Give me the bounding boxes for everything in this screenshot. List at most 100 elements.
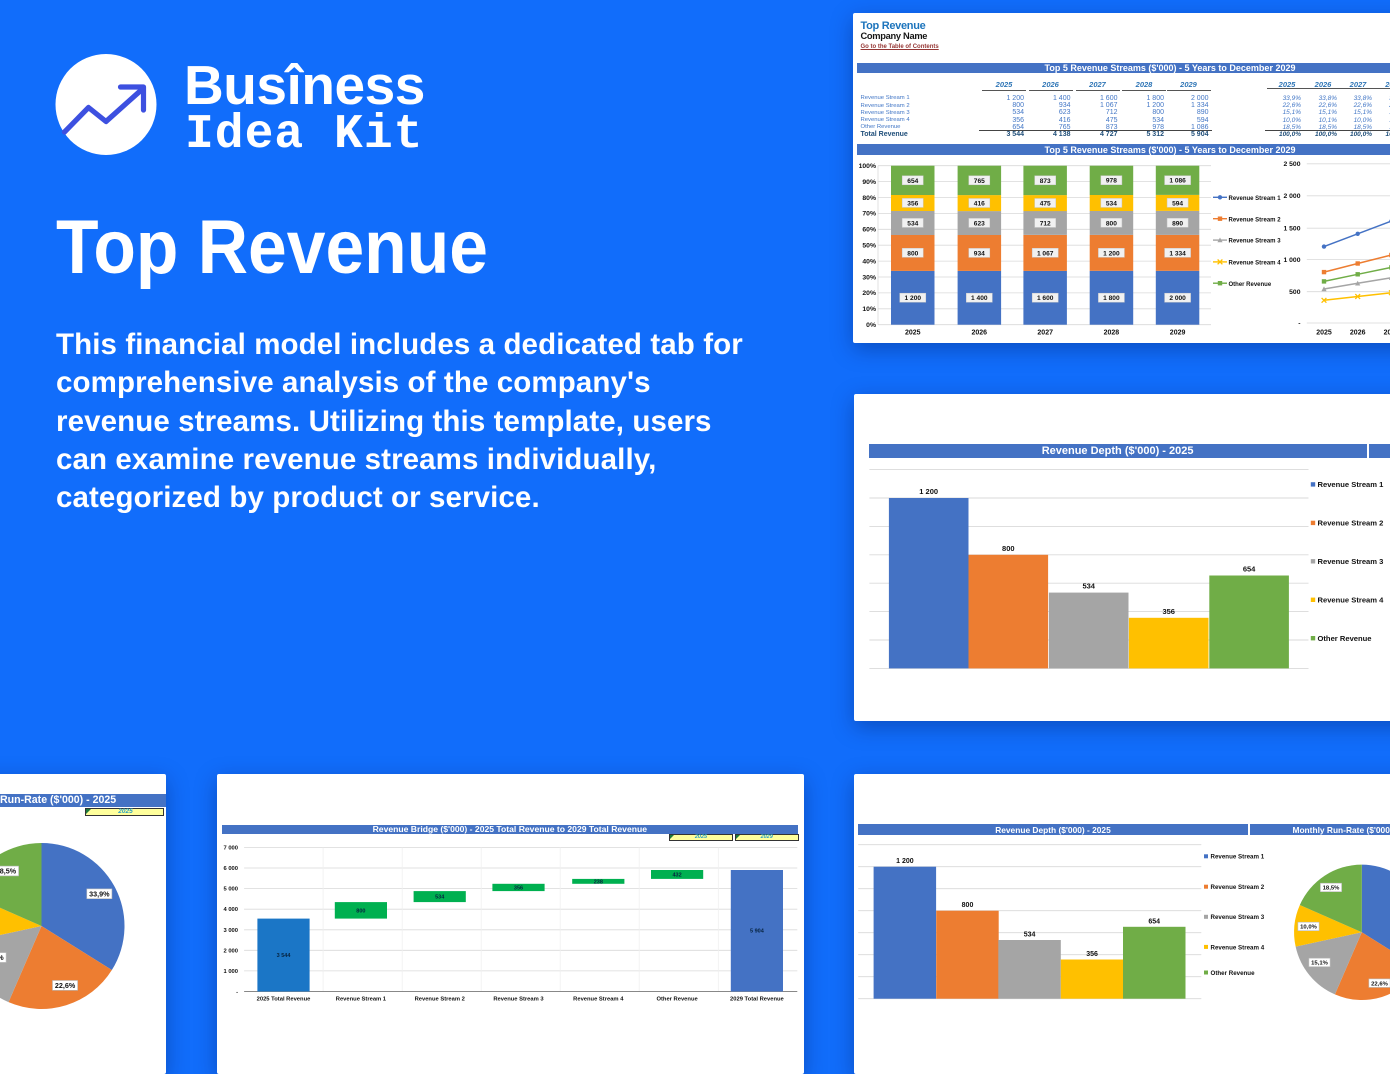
svg-text:18,5%: 18,5% (0, 867, 17, 876)
svg-text:873: 873 (1040, 178, 1051, 185)
svg-text:50%: 50% (862, 243, 876, 250)
svg-text:22,6%: 22,6% (1371, 981, 1388, 987)
svg-text:594: 594 (1172, 200, 1183, 207)
svg-text:2025 Total Revenue: 2025 Total Revenue (257, 997, 311, 1003)
svg-text:Revenue Stream 4: Revenue Stream 4 (1229, 261, 1282, 267)
svg-text:40%: 40% (862, 258, 876, 265)
svg-text:1 067: 1 067 (1037, 250, 1054, 257)
svg-text:Revenue Stream 2: Revenue Stream 2 (1229, 217, 1282, 223)
svg-text:Revenue Stream 1: Revenue Stream 1 (1229, 196, 1282, 202)
svg-text:534: 534 (435, 895, 445, 901)
svg-text:15,1%: 15,1% (1311, 961, 1328, 967)
svg-text:100%: 100% (859, 163, 876, 170)
svg-text:Revenue Stream 4: Revenue Stream 4 (1211, 944, 1265, 951)
svg-text:356: 356 (1086, 951, 1098, 958)
svg-text:1 000: 1 000 (223, 969, 238, 975)
svg-text:1 500: 1 500 (1283, 226, 1300, 233)
svg-text:1 200: 1 200 (919, 487, 938, 496)
svg-text:765: 765 (974, 178, 985, 185)
svg-text:80%: 80% (862, 195, 876, 202)
svg-text:3 000: 3 000 (223, 928, 238, 934)
svg-text:3 544: 3 544 (277, 953, 292, 959)
svg-text:2 000: 2 000 (1169, 295, 1186, 302)
svg-text:800: 800 (356, 908, 365, 914)
svg-text:1 200: 1 200 (905, 295, 922, 302)
svg-text:Revenue Stream 4: Revenue Stream 4 (573, 997, 624, 1003)
svg-text:356: 356 (907, 200, 918, 207)
svg-text:Revenue Stream 2: Revenue Stream 2 (1211, 884, 1265, 891)
svg-text:654: 654 (1148, 918, 1160, 925)
svg-text:2 000: 2 000 (1283, 193, 1300, 200)
svg-text:2 000: 2 000 (223, 948, 238, 954)
svg-text:10,0%: 10,0% (1300, 925, 1317, 931)
svg-text:Other Revenue: Other Revenue (1229, 282, 1272, 288)
svg-text:978: 978 (1106, 178, 1117, 185)
svg-text:356: 356 (514, 885, 523, 891)
svg-text:432: 432 (673, 872, 682, 878)
svg-text:800: 800 (962, 902, 974, 909)
svg-text:534: 534 (1082, 582, 1095, 591)
svg-text:Revenue Stream 1: Revenue Stream 1 (1211, 854, 1265, 861)
svg-text:5 904: 5 904 (750, 929, 765, 935)
svg-text:60%: 60% (862, 227, 876, 234)
svg-text:356: 356 (1162, 607, 1175, 616)
svg-text:-: - (1298, 320, 1300, 327)
svg-text:Revenue Stream 3: Revenue Stream 3 (1318, 557, 1384, 566)
svg-text:2025: 2025 (1316, 330, 1332, 337)
svg-text:500: 500 (1289, 289, 1301, 296)
svg-text:Revenue Stream 1: Revenue Stream 1 (1318, 480, 1385, 489)
svg-text:534: 534 (907, 220, 918, 227)
svg-text:33,9%: 33,9% (89, 889, 110, 898)
svg-text:Revenue Stream 1: Revenue Stream 1 (336, 997, 387, 1003)
svg-text:2026: 2026 (1350, 330, 1366, 337)
svg-text:654: 654 (1243, 565, 1256, 574)
svg-text:712: 712 (1040, 220, 1051, 227)
svg-text:2026: 2026 (972, 330, 988, 337)
svg-text:1 200: 1 200 (1103, 250, 1120, 257)
svg-text:30%: 30% (862, 274, 876, 281)
svg-text:1 200: 1 200 (896, 858, 914, 865)
svg-text:Revenue Stream 4: Revenue Stream 4 (1318, 596, 1385, 605)
svg-text:2025: 2025 (905, 330, 921, 337)
svg-text:2029 Total Revenue: 2029 Total Revenue (730, 997, 784, 1003)
svg-text:475: 475 (1040, 201, 1051, 208)
svg-text:2028: 2028 (1104, 330, 1120, 337)
svg-text:623: 623 (974, 220, 985, 227)
svg-text:934: 934 (974, 250, 985, 257)
svg-text:90%: 90% (862, 179, 876, 186)
svg-text:Other Revenue: Other Revenue (656, 997, 698, 1003)
svg-text:2027: 2027 (1384, 330, 1390, 337)
svg-text:20%: 20% (862, 290, 876, 297)
svg-text:6 000: 6 000 (223, 866, 238, 872)
svg-text:416: 416 (974, 201, 985, 208)
svg-text:238: 238 (594, 879, 603, 885)
svg-text:654: 654 (907, 178, 918, 185)
svg-text:Revenue Stream 3: Revenue Stream 3 (493, 997, 544, 1003)
svg-text:534: 534 (1106, 200, 1117, 207)
svg-text:1 334: 1 334 (1169, 250, 1186, 257)
svg-text:2029: 2029 (1170, 330, 1186, 337)
svg-text:70%: 70% (862, 211, 876, 218)
svg-text:0%: 0% (866, 322, 876, 329)
svg-text:Revenue Stream 3: Revenue Stream 3 (1229, 239, 1282, 245)
svg-text:890: 890 (1172, 220, 1183, 227)
svg-text:5 000: 5 000 (223, 887, 238, 893)
svg-text:10%: 10% (862, 306, 876, 313)
svg-text:1 400: 1 400 (971, 295, 988, 302)
svg-text:22,6%: 22,6% (55, 981, 76, 990)
svg-text:2027: 2027 (1037, 330, 1053, 337)
svg-text:800: 800 (907, 250, 918, 257)
svg-text:-: - (236, 990, 238, 996)
svg-text:18,5%: 18,5% (1323, 886, 1340, 892)
svg-text:1 600: 1 600 (1037, 295, 1054, 302)
svg-text:1 086: 1 086 (1169, 178, 1186, 185)
svg-text:Revenue Stream 2: Revenue Stream 2 (415, 997, 465, 1003)
svg-text:7 000: 7 000 (223, 845, 238, 851)
svg-text:800: 800 (1106, 220, 1117, 227)
svg-text:Other Revenue: Other Revenue (1211, 970, 1256, 977)
svg-text:Other Revenue: Other Revenue (1318, 634, 1372, 643)
svg-text:2 500: 2 500 (1283, 161, 1300, 168)
svg-text:Revenue Stream 3: Revenue Stream 3 (1211, 914, 1265, 921)
svg-text:Revenue Stream 2: Revenue Stream 2 (1318, 519, 1384, 528)
svg-text:1 000: 1 000 (1283, 257, 1300, 264)
